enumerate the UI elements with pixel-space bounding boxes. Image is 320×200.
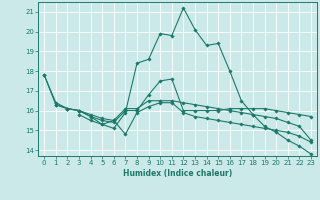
X-axis label: Humidex (Indice chaleur): Humidex (Indice chaleur)	[123, 169, 232, 178]
